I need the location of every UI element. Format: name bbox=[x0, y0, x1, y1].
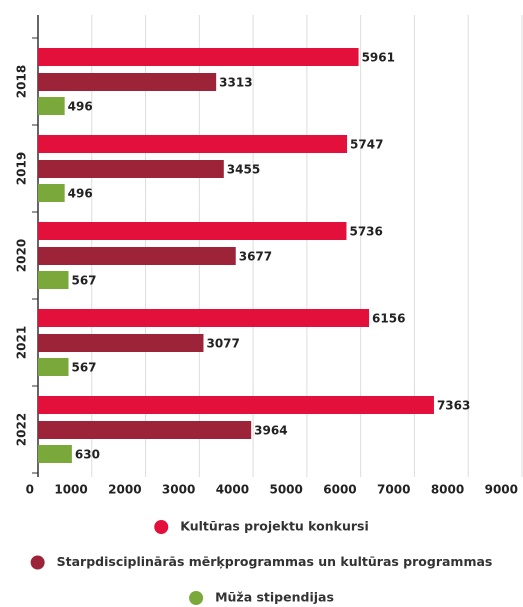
bar bbox=[38, 421, 252, 439]
x-tick-label: 7000 bbox=[377, 483, 410, 497]
y-tick-label: 2020 bbox=[15, 239, 29, 272]
value-label: 7363 bbox=[437, 399, 470, 413]
legend-item: Starpdisciplinārās mērķprogrammas un kul… bbox=[30, 554, 493, 570]
legend-marker bbox=[154, 520, 169, 534]
bar bbox=[38, 222, 347, 240]
bar bbox=[38, 73, 217, 91]
x-tick-label: 1000 bbox=[54, 483, 87, 497]
x-tick-label: 8000 bbox=[431, 483, 464, 497]
legend-label: Starpdisciplinārās mērķprogrammas un kul… bbox=[57, 554, 493, 569]
value-label: 5961 bbox=[362, 51, 395, 65]
legend-marker bbox=[30, 555, 45, 570]
bar bbox=[38, 309, 370, 327]
value-label: 6156 bbox=[372, 312, 405, 326]
bar bbox=[38, 97, 65, 115]
bar bbox=[38, 184, 65, 202]
legend-marker bbox=[189, 591, 204, 605]
x-tick-label: 2000 bbox=[108, 483, 141, 497]
legend-label: Mūža stipendijas bbox=[215, 590, 334, 605]
x-tick-label: 3000 bbox=[162, 483, 195, 497]
legend: Kultūras projektu konkursi Starpdisciplin… bbox=[30, 519, 493, 605]
x-tick-label: 6000 bbox=[323, 483, 356, 497]
y-tick-label: 2022 bbox=[15, 413, 29, 446]
x-tick-label: 4000 bbox=[216, 483, 249, 497]
value-label: 3677 bbox=[239, 250, 272, 264]
bar bbox=[38, 48, 359, 66]
bar bbox=[38, 247, 236, 265]
value-label: 567 bbox=[71, 274, 96, 288]
y-tick-label: 2018 bbox=[15, 65, 29, 98]
bar bbox=[38, 445, 72, 463]
value-label: 496 bbox=[68, 100, 93, 114]
x-tick-label: 9000 bbox=[485, 483, 518, 497]
x-tick-label: 0 bbox=[26, 483, 34, 497]
value-label: 567 bbox=[71, 361, 96, 375]
value-label: 496 bbox=[68, 187, 93, 201]
value-label: 3077 bbox=[206, 337, 239, 351]
value-label: 3313 bbox=[219, 76, 252, 90]
bar bbox=[38, 135, 348, 153]
value-label: 5736 bbox=[349, 225, 382, 239]
value-label: 3455 bbox=[227, 163, 260, 177]
value-label: 5747 bbox=[350, 138, 383, 152]
bar bbox=[38, 358, 69, 376]
bar bbox=[38, 334, 204, 352]
value-label: 630 bbox=[75, 448, 100, 462]
value-label: 3964 bbox=[254, 424, 287, 438]
x-tick-label: 5000 bbox=[269, 483, 302, 497]
legend-label: Kultūras projektu konkursi bbox=[180, 519, 368, 534]
y-tick-label: 2019 bbox=[15, 152, 29, 185]
legend-item: Kultūras projektu konkursi bbox=[154, 519, 369, 534]
legend-item: Mūža stipendijas bbox=[189, 590, 334, 605]
bar bbox=[38, 271, 69, 289]
bar bbox=[38, 160, 224, 178]
y-tick-label: 2021 bbox=[15, 326, 29, 359]
bar bbox=[38, 396, 434, 414]
